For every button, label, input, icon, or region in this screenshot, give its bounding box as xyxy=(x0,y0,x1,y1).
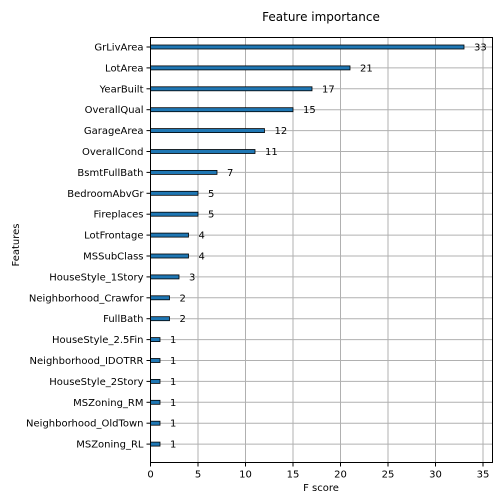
y-tick-label: YearBuilt xyxy=(99,84,144,95)
bar-value-label: 15 xyxy=(303,105,316,116)
x-axis-ticks: 0 5 10 15 20 25 30 35 xyxy=(147,462,490,481)
bar-value-label: 1 xyxy=(170,356,176,367)
bar xyxy=(150,86,313,92)
x-tick-label: 10 xyxy=(239,470,252,481)
bar-value-label: 4 xyxy=(199,231,205,242)
bar xyxy=(150,358,161,363)
bar xyxy=(150,44,465,50)
bar xyxy=(150,295,170,301)
bar xyxy=(150,378,161,384)
x-axis-label: F score xyxy=(303,483,339,494)
y-tick-label: OverallQual xyxy=(85,105,144,116)
y-tick-label: FullBath xyxy=(103,314,143,325)
x-tick-label: 15 xyxy=(287,470,300,481)
bars xyxy=(150,44,465,447)
grid-lines xyxy=(150,37,493,463)
bar xyxy=(150,65,351,71)
bar xyxy=(150,128,265,134)
y-tick-label: MSZoning_RL xyxy=(76,440,144,451)
y-tick-label: Neighborhood_OldTown xyxy=(26,419,143,430)
bar-value-label: 11 xyxy=(265,147,278,158)
y-tick-label: HouseStyle_1Story xyxy=(49,272,143,283)
bar xyxy=(150,190,199,196)
bar xyxy=(150,107,294,113)
x-tick-label: 25 xyxy=(382,470,395,481)
bar xyxy=(150,316,170,322)
bar-value-label: 1 xyxy=(170,440,176,451)
bar xyxy=(150,420,161,426)
x-tick-label: 0 xyxy=(147,470,153,481)
y-tick-label: OverallCond xyxy=(82,147,144,158)
plot-frame xyxy=(150,37,493,463)
bar xyxy=(150,149,256,154)
bar-value-label: 12 xyxy=(275,126,288,137)
y-tick-label: BedroomAbvGr xyxy=(67,189,144,200)
bar xyxy=(150,337,161,343)
y-tick-label: GarageArea xyxy=(84,126,144,137)
y-tick-label: Neighborhood_IDOTRR xyxy=(30,356,144,367)
bar-value-label: 1 xyxy=(170,398,176,409)
bar-value-label: 4 xyxy=(199,252,205,263)
bar xyxy=(150,253,189,259)
y-tick-label: Neighborhood_Crawfor xyxy=(29,293,144,304)
bar-value-label: 17 xyxy=(322,84,335,95)
bar xyxy=(150,211,199,217)
y-tick-label: MSSubClass xyxy=(83,252,143,263)
bar-value-label: 5 xyxy=(208,210,214,221)
bar-value-label: 7 xyxy=(227,168,233,179)
bar xyxy=(150,169,218,175)
y-axis-label: Features xyxy=(11,224,22,267)
bar-value-label: 5 xyxy=(208,189,214,200)
y-tick-label: BsmtFullBath xyxy=(77,168,143,179)
bar-value-label: 2 xyxy=(180,314,186,325)
y-tick-label: GrLivArea xyxy=(94,43,143,54)
x-tick-label: 30 xyxy=(429,470,442,481)
bar-value-label: 2 xyxy=(180,293,186,304)
bar-value-label: 1 xyxy=(170,377,176,388)
bar-value-label: 21 xyxy=(360,63,373,74)
y-tick-label: MSZoning_RM xyxy=(73,398,143,409)
y-tick-label: LotFrontage xyxy=(84,231,143,242)
y-tick-label: LotArea xyxy=(105,63,143,74)
bar xyxy=(150,399,161,405)
chart-title: Feature importance xyxy=(262,10,380,24)
bar xyxy=(150,441,161,447)
bar-value-label: 33 xyxy=(474,43,487,54)
bar xyxy=(150,232,189,238)
bar-value-label: 3 xyxy=(189,272,195,283)
bar xyxy=(150,274,180,280)
bar-value-label: 1 xyxy=(170,335,176,346)
y-tick-label: Fireplaces xyxy=(94,210,144,221)
y-tick-label: HouseStyle_2Story xyxy=(49,377,143,388)
x-tick-label: 5 xyxy=(195,470,201,481)
x-tick-label: 20 xyxy=(334,470,347,481)
y-axis-ticks: GrLivArea LotArea YearBuilt OverallQual Gara… xyxy=(26,43,151,451)
y-tick-label: HouseStyle_2.5Fin xyxy=(52,335,144,346)
x-tick-label: 35 xyxy=(477,470,490,481)
bar-value-label: 1 xyxy=(170,419,176,430)
